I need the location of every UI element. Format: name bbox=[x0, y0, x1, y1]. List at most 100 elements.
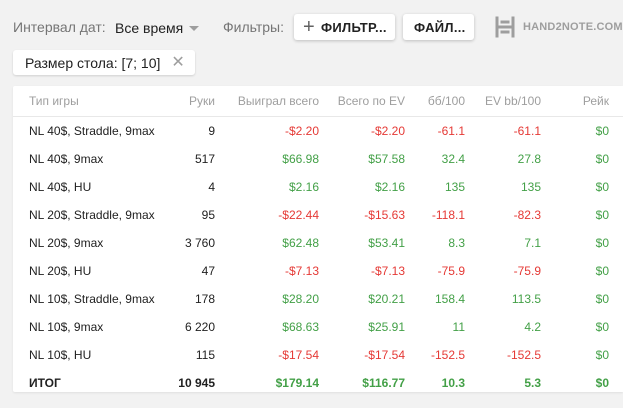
cell-bb100: -118.1 bbox=[431, 208, 465, 222]
cell-rake: $0 bbox=[595, 152, 609, 166]
cell-won-total: -$17.54 bbox=[278, 348, 319, 362]
cell-ev-total: $116.77 bbox=[362, 376, 405, 390]
cell-rake: $0 bbox=[595, 264, 609, 278]
cell-bb100: -61.1 bbox=[437, 124, 465, 138]
table-row[interactable]: NL 20$, 9max 3 760 $62.48 $53.41 8.3 7.1 $0 bbox=[13, 229, 623, 257]
cell-bb100: -75.9 bbox=[437, 264, 465, 278]
cell-ev-bb100: 5.3 bbox=[524, 376, 541, 390]
cell-ev-bb100: 27.8 bbox=[517, 152, 541, 166]
cell-hands: 4 bbox=[208, 180, 215, 194]
cell-bb100: 10.3 bbox=[441, 376, 465, 390]
add-filter-label: ФИЛЬТР... bbox=[320, 19, 387, 35]
cell-rake: $0 bbox=[595, 292, 609, 306]
cell-ev-bb100: -152.5 bbox=[506, 348, 541, 362]
cell-game-type: NL 20$, 9max bbox=[29, 236, 104, 250]
table-row[interactable]: NL 10$, HU 115 -$17.54 -$17.54 -152.5 -152.5 $… bbox=[13, 341, 623, 369]
cell-won-total: $68.63 bbox=[282, 320, 319, 334]
table-row[interactable]: NL 10$, 9max 6 220 $68.63 $25.91 11 4.2 $0 bbox=[13, 313, 623, 341]
cell-rake: $0 bbox=[595, 348, 609, 362]
cell-won-total: $66.98 bbox=[282, 152, 319, 166]
cell-won-total: -$2.20 bbox=[284, 124, 319, 138]
cell-ev-total: -$17.54 bbox=[364, 348, 405, 362]
cell-bb100: 135 bbox=[444, 180, 465, 194]
cell-game-type: ИТОГ bbox=[29, 376, 61, 390]
file-button[interactable]: ФАЙЛ... bbox=[403, 14, 474, 40]
cell-game-type: NL 10$, Straddle, 9max bbox=[29, 292, 155, 306]
cell-ev-total: $25.91 bbox=[368, 320, 405, 334]
plus-icon: + bbox=[303, 16, 315, 38]
cell-hands: 95 bbox=[201, 208, 215, 222]
hand2note-logo-icon bbox=[495, 16, 515, 38]
column-header-rake[interactable]: Рейк bbox=[541, 86, 623, 117]
cell-hands: 10 945 bbox=[178, 376, 215, 390]
filter-chip-table-size[interactable]: Размер стола: [7; 10] ✕ bbox=[13, 50, 195, 75]
cell-rake: $0 bbox=[595, 124, 609, 138]
date-interval-label: Интервал дат: bbox=[13, 19, 106, 35]
add-filter-button[interactable]: + ФИЛЬТР... bbox=[294, 14, 395, 40]
column-header-game-type[interactable]: Тип игры bbox=[13, 86, 173, 117]
cell-hands: 178 bbox=[194, 292, 215, 306]
table-row[interactable]: NL 20$, Straddle, 9max 95 -$22.44 -$15.63 -1… bbox=[13, 201, 623, 229]
cell-game-type: NL 40$, HU bbox=[29, 180, 92, 194]
cell-rake: $0 bbox=[595, 320, 609, 334]
cell-game-type: NL 20$, HU bbox=[29, 264, 92, 278]
cell-hands: 517 bbox=[194, 152, 215, 166]
table-row[interactable]: NL 40$, 9max 517 $66.98 $57.58 32.4 27.8 $0 bbox=[13, 145, 623, 173]
table-total-row[interactable]: ИТОГ 10 945 $179.14 $116.77 10.3 5.3 $0 bbox=[13, 369, 623, 397]
cell-rake: $0 bbox=[595, 208, 609, 222]
table-row[interactable]: NL 10$, Straddle, 9max 178 $28.20 $20.21 158… bbox=[13, 285, 623, 313]
filters-label: Фильтры: bbox=[223, 19, 284, 35]
cell-won-total: $179.14 bbox=[275, 376, 319, 390]
hand2note-logo: HAND2NOTE.COM bbox=[493, 14, 623, 40]
cell-rake: $0 bbox=[595, 376, 609, 390]
cell-won-total: $62.48 bbox=[282, 236, 319, 250]
cell-rake: $0 bbox=[595, 180, 609, 194]
file-button-label: ФАЙЛ... bbox=[414, 19, 466, 35]
cell-hands: 3 760 bbox=[184, 236, 215, 250]
column-header-ev-bb100[interactable]: EV bb/100 bbox=[465, 86, 541, 117]
cell-hands: 47 bbox=[201, 264, 215, 278]
filter-chip-label: Размер стола: [7; 10] bbox=[25, 54, 161, 71]
cell-ev-total: $53.41 bbox=[368, 236, 405, 250]
cell-ev-bb100: -75.9 bbox=[513, 264, 541, 278]
cell-bb100: 158.4 bbox=[434, 292, 465, 306]
table-row[interactable]: NL 40$, HU 4 $2.16 $2.16 135 135 $0 bbox=[13, 173, 623, 201]
column-header-won-total[interactable]: Выиграл всего bbox=[215, 86, 319, 117]
hand2note-logo-text: HAND2NOTE.COM bbox=[523, 21, 623, 33]
cell-ev-bb100: 4.2 bbox=[524, 320, 541, 334]
table-header-row: Тип игры Руки Выиграл всего Всего по EV … bbox=[13, 86, 623, 117]
table-row[interactable]: NL 40$, Straddle, 9max 9 -$2.20 -$2.20 -61.1… bbox=[13, 117, 623, 146]
cell-rake: $0 bbox=[595, 236, 609, 250]
cell-ev-total: -$7.13 bbox=[370, 264, 405, 278]
column-header-hands[interactable]: Руки bbox=[173, 86, 215, 117]
cell-bb100: 32.4 bbox=[441, 152, 465, 166]
cell-won-total: $2.16 bbox=[288, 180, 319, 194]
cell-won-total: -$22.44 bbox=[278, 208, 319, 222]
cell-game-type: NL 10$, HU bbox=[29, 348, 92, 362]
cell-ev-total: $20.21 bbox=[368, 292, 405, 306]
cell-won-total: -$7.13 bbox=[284, 264, 319, 278]
column-header-ev-total[interactable]: Всего по EV bbox=[319, 86, 405, 117]
cell-ev-total: -$15.63 bbox=[364, 208, 405, 222]
stats-table-card: Тип игры Руки Выиграл всего Всего по EV … bbox=[13, 86, 623, 392]
column-header-bb100[interactable]: бб/100 bbox=[405, 86, 465, 117]
cell-hands: 115 bbox=[195, 348, 215, 362]
cell-hands: 9 bbox=[208, 124, 215, 138]
cell-bb100: 8.3 bbox=[448, 236, 465, 250]
cell-ev-total: $2.16 bbox=[374, 180, 405, 194]
cell-hands: 6 220 bbox=[184, 320, 215, 334]
cell-ev-total: -$2.20 bbox=[370, 124, 405, 138]
cell-ev-bb100: -82.3 bbox=[513, 208, 541, 222]
cell-ev-bb100: 135 bbox=[520, 180, 541, 194]
chevron-down-icon bbox=[189, 25, 200, 31]
cell-bb100: 11 bbox=[452, 320, 465, 334]
cell-game-type: NL 10$, 9max bbox=[29, 320, 104, 334]
cell-ev-bb100: 113.5 bbox=[511, 292, 541, 306]
cell-ev-total: $57.58 bbox=[368, 152, 405, 166]
toolbar: Интервал дат: Все время Фильтры: + ФИЛЬТ… bbox=[0, 0, 623, 50]
cell-ev-bb100: -61.1 bbox=[513, 124, 541, 138]
date-interval-select[interactable]: Все время bbox=[115, 17, 200, 39]
close-icon[interactable]: ✕ bbox=[171, 53, 185, 71]
cell-bb100: -152.5 bbox=[430, 348, 465, 362]
table-row[interactable]: NL 20$, HU 47 -$7.13 -$7.13 -75.9 -75.9 $0 bbox=[13, 257, 623, 285]
